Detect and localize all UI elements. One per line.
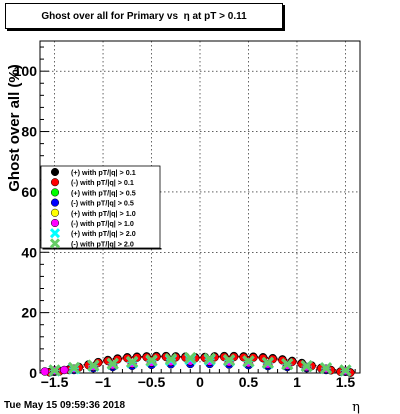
x-tick-label: 1.5	[336, 374, 356, 390]
data-point	[67, 361, 81, 374]
marker-stroke	[164, 353, 177, 366]
legend-entry: (+) with pT/|q| > 2.0	[49, 228, 136, 239]
data-point	[87, 359, 100, 372]
legend-label: (+) with pT/|q| > 0.5	[71, 188, 136, 197]
marker-stroke	[67, 361, 81, 374]
data-point	[164, 353, 177, 366]
data-point	[145, 354, 158, 367]
marker-stroke	[320, 362, 333, 375]
legend-entry: (+) with pT/|q| > 0.1	[50, 167, 136, 177]
timestamp-footer: Tue May 15 09:59:36 2018	[4, 400, 126, 411]
legend-marker	[49, 228, 61, 239]
legend-entry: (-) with pT/|q| > 2.0	[49, 238, 134, 249]
x-tick-label: −1	[95, 374, 111, 390]
data-point	[126, 355, 139, 368]
marker-stroke	[261, 356, 274, 369]
legend-entry: (+) with pT/|q| > 0.5	[50, 188, 136, 197]
data-point	[300, 359, 313, 373]
x-tick-label: 0.5	[239, 374, 259, 390]
legend-box	[40, 165, 161, 249]
marker-stroke	[145, 354, 158, 367]
legend-label: (-) with pT/|q| > 0.5	[71, 199, 134, 208]
legend-marker	[50, 218, 60, 228]
x-tick-label: −1.5	[41, 374, 69, 390]
marker-stroke	[184, 351, 197, 364]
legend-marker	[50, 167, 60, 177]
marker-stroke	[87, 359, 100, 372]
data-point	[242, 355, 255, 368]
x-tick-label: −0.5	[138, 374, 166, 390]
marker-stroke	[106, 357, 119, 370]
legend: (+) with pT/|q| > 0.1(-) with pT/|q| > 0…	[40, 165, 162, 250]
legend-entry: (-) with pT/|q| > 0.5	[50, 198, 134, 208]
legend-label: (-) with pT/|q| > 2.0	[71, 239, 134, 248]
legend-label: (+) with pT/|q| > 1.0	[71, 209, 136, 218]
y-tick-label: 0	[29, 365, 37, 381]
marker-stroke	[242, 355, 255, 368]
data-point	[339, 364, 352, 377]
marker-stroke	[300, 359, 313, 373]
legend-label: (+) with pT/|q| > 2.0	[71, 229, 136, 238]
grid-lines	[40, 41, 360, 373]
legend-entry: (+) with pT/|q| > 1.0	[50, 208, 136, 218]
legend-shadow	[42, 248, 162, 250]
legend-marker	[50, 178, 60, 187]
y-tick-label: 60	[21, 184, 37, 200]
legend-label: (+) with pT/|q| > 0.1	[71, 168, 136, 177]
x-tick-label: 1	[293, 374, 301, 390]
chart-title: Ghost over all for Primary vs η at pT > …	[41, 11, 247, 22]
data-point	[40, 367, 50, 376]
y-tick-label: 100	[14, 63, 38, 79]
legend-marker	[49, 238, 61, 249]
series-7	[48, 351, 352, 377]
y-axis-label: Ghost over all (%)	[6, 64, 23, 192]
marker-stroke	[126, 355, 139, 368]
legend-entry: (-) with pT/|q| > 1.0	[50, 218, 134, 228]
legend-marker	[50, 208, 60, 217]
data-point	[203, 352, 216, 365]
data-series	[39, 351, 356, 377]
x-tick-label: 0	[196, 374, 204, 390]
marker-stroke	[203, 352, 216, 365]
x-axis-label: η	[352, 400, 360, 414]
data-point	[59, 365, 69, 375]
data-point	[48, 364, 61, 377]
legend-marker	[50, 198, 60, 207]
y-tick-label: 20	[21, 305, 37, 321]
marker-stroke	[281, 358, 294, 371]
marker-stroke	[48, 364, 61, 377]
data-point	[281, 358, 294, 371]
data-point	[106, 357, 119, 370]
chart-title-box: Ghost over all for Primary vs η at pT > …	[5, 3, 283, 29]
data-point	[261, 356, 274, 369]
legend-entry: (-) with pT/|q| > 0.1	[50, 178, 134, 187]
marker-stroke	[223, 353, 236, 367]
legend-marker	[50, 188, 60, 197]
legend-label: (-) with pT/|q| > 1.0	[71, 219, 134, 228]
data-point	[184, 351, 197, 364]
y-tick-label: 40	[21, 244, 37, 260]
data-point	[320, 362, 333, 375]
marker-stroke	[339, 364, 352, 377]
data-point	[223, 353, 236, 367]
y-tick-label: 80	[21, 124, 37, 140]
legend-label: (-) with pT/|q| > 0.1	[71, 178, 134, 187]
